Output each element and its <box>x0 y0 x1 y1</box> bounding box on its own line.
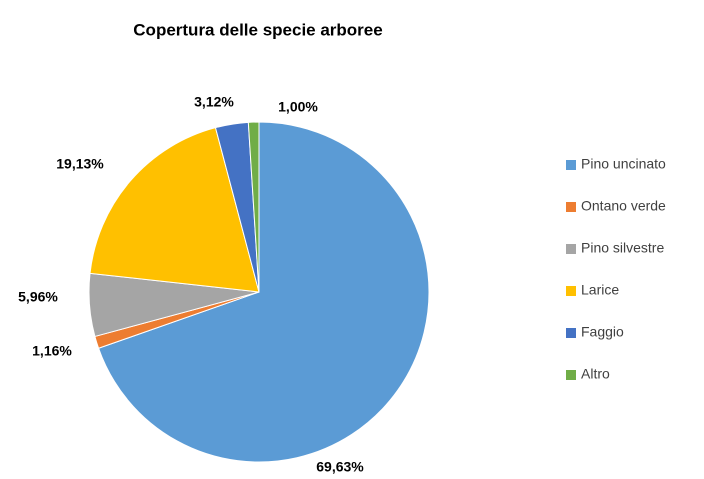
legend-swatch <box>566 160 576 170</box>
legend-swatch <box>566 202 576 212</box>
legend-label: Faggio <box>581 324 624 340</box>
data-label: 3,12% <box>194 94 234 110</box>
legend-label: Ontano verde <box>581 198 666 214</box>
pie-slice <box>97 121 430 463</box>
pie-slice <box>247 121 260 293</box>
legend-swatch <box>566 370 576 380</box>
legend-label: Altro <box>581 366 610 382</box>
legend-label: Pino silvestre <box>581 240 664 256</box>
data-label: 1,16% <box>32 343 72 359</box>
chart-title: Copertura delle specie arboree <box>133 20 382 39</box>
legend-label: Larice <box>581 282 619 298</box>
data-label: 69,63% <box>316 459 364 475</box>
legend-swatch <box>566 244 576 254</box>
legend-swatch <box>566 286 576 296</box>
legend-swatch <box>566 328 576 338</box>
pie-slice <box>89 127 260 293</box>
data-label: 5,96% <box>18 289 58 305</box>
legend-label: Pino uncinato <box>581 156 666 172</box>
data-label: 19,13% <box>56 156 104 172</box>
data-label: 1,00% <box>278 99 318 115</box>
